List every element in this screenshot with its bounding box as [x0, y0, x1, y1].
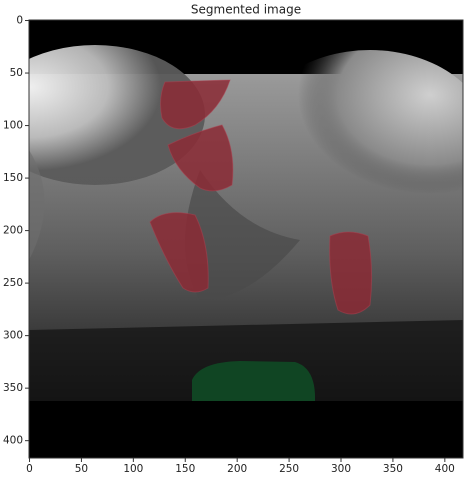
y-tick-label: 200 [3, 225, 23, 237]
x-tick-label: 150 [175, 463, 195, 475]
axes-frame [28, 19, 464, 459]
x-tick-label: 100 [123, 463, 143, 475]
y-tick-label: 0 [16, 15, 23, 27]
y-tick-label: 300 [3, 330, 23, 342]
x-tick-label: 200 [227, 463, 247, 475]
chart-title: Segmented image [191, 3, 301, 17]
y-tick-label: 400 [3, 435, 23, 447]
x-tick-label: 350 [383, 463, 403, 475]
y-tick-label: 350 [3, 382, 23, 394]
x-tick-label: 250 [279, 463, 299, 475]
y-tick-label: 150 [3, 172, 23, 184]
x-tick-label: 0 [26, 463, 33, 475]
image [29, 20, 463, 458]
x-tick-label: 400 [435, 463, 455, 475]
y-tick-label: 50 [10, 67, 23, 79]
y-tick-label: 100 [3, 120, 23, 132]
x-tick-label: 50 [75, 463, 88, 475]
x-tick-label: 300 [331, 463, 351, 475]
y-tick-label: 250 [3, 277, 23, 289]
